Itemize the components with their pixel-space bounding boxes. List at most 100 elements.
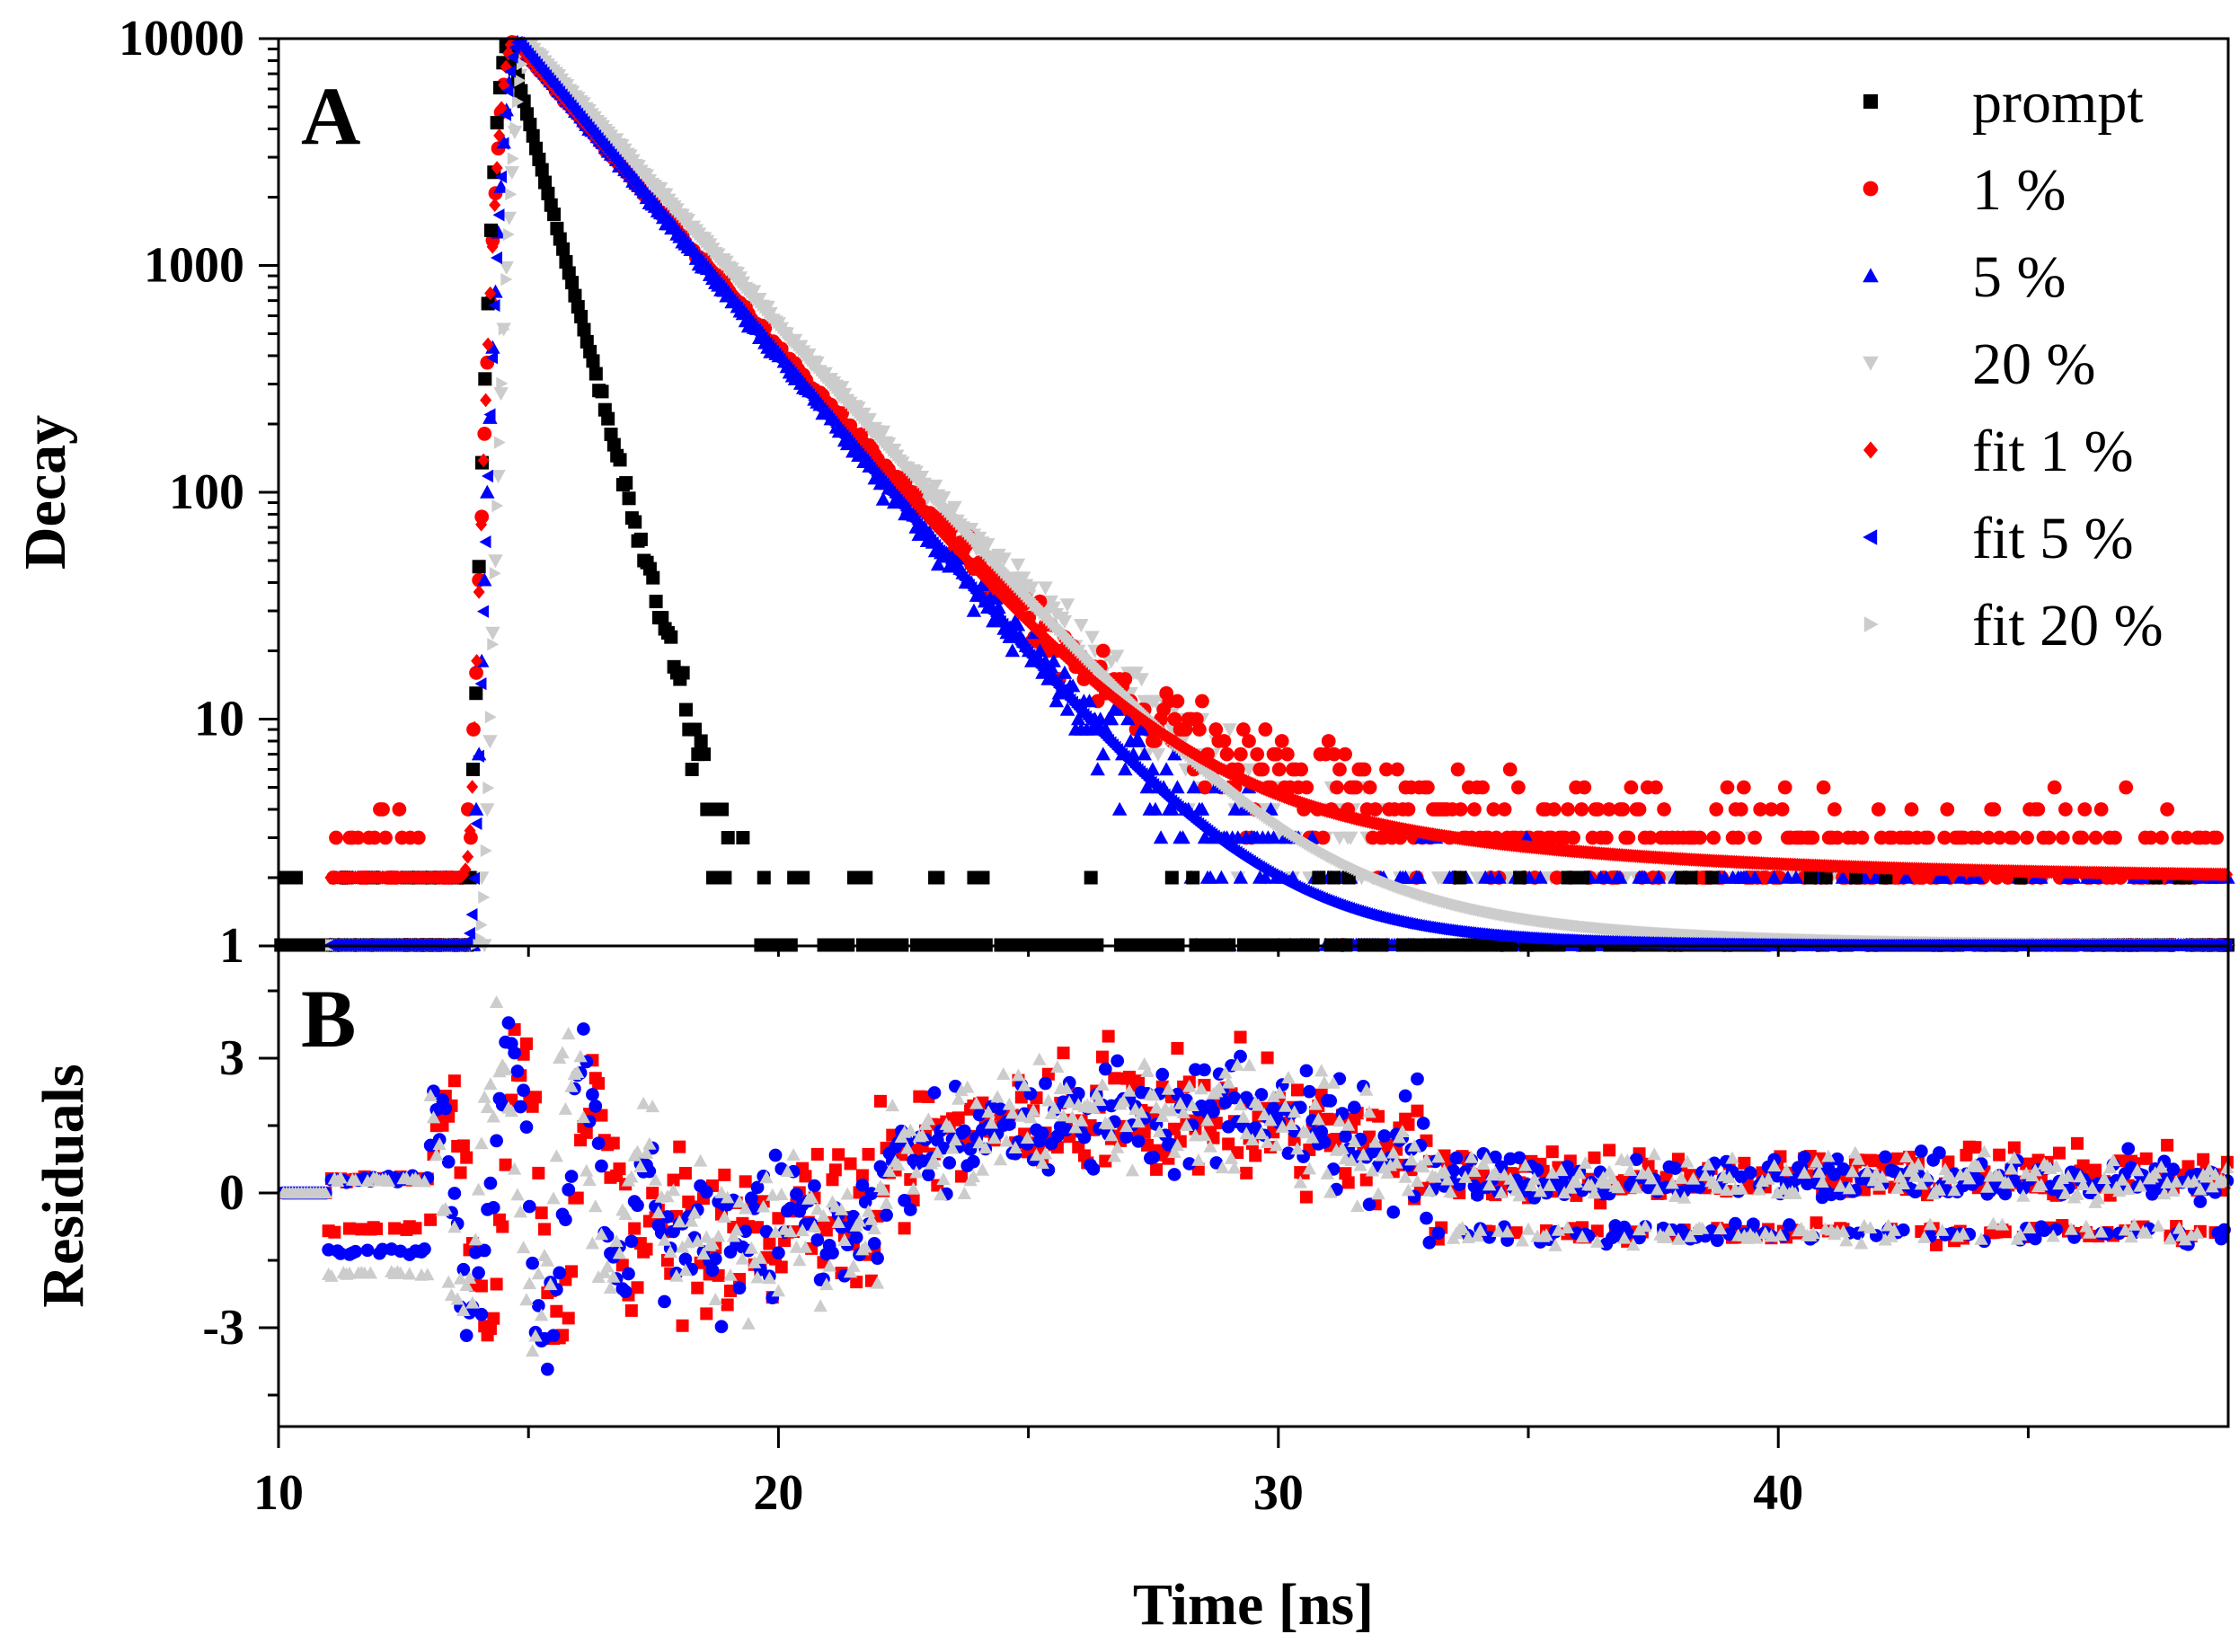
decay-point-2: [930, 557, 946, 571]
decay-point-0: [526, 128, 540, 143]
decay-point-2: [1082, 693, 1097, 708]
decay-point-2: [1147, 801, 1164, 816]
decay-point-0: [718, 870, 732, 885]
decay-point-4: [466, 780, 479, 794]
decay-point-0: [664, 630, 678, 644]
decay-point-0: [547, 208, 562, 222]
decay-point-2: [1137, 746, 1152, 761]
decay-point-6: [475, 918, 488, 932]
decay-point-0: [633, 532, 648, 546]
decay-point-2: [1118, 762, 1133, 776]
decay-point-1: [2209, 830, 2225, 845]
decay-point-1: [1733, 802, 1748, 817]
decay-point-1: [1349, 780, 1364, 795]
decay-point-1: [1830, 830, 1845, 845]
decay-point-4: [482, 337, 494, 352]
decay-point-3: [1023, 581, 1040, 596]
decay-point-6: [496, 376, 509, 390]
decay-point-0: [757, 870, 771, 885]
decay-point-1: [1805, 830, 1820, 845]
decay-point-1: [1854, 830, 1870, 845]
decay-point-1: [477, 427, 492, 441]
decay-point-1: [1642, 830, 1658, 845]
decay-point-2: [1046, 653, 1061, 667]
decay-point-6: [509, 121, 522, 135]
decay-point-0: [574, 309, 589, 323]
decay-point-1: [1649, 780, 1663, 795]
decay-point-0: [606, 437, 621, 452]
decay-point-6: [484, 711, 497, 724]
decay-point-1: [1632, 802, 1647, 817]
decay-point-2: [1214, 870, 1229, 884]
decay-point-0: [676, 666, 690, 680]
decay-point-1: [1258, 722, 1273, 737]
decay-point-1: [1235, 722, 1251, 737]
decay-point-1: [2088, 830, 2103, 845]
decay-point-2: [476, 572, 492, 587]
decay-point-2: [1747, 870, 1763, 884]
decay-point-0: [517, 94, 531, 109]
decay-point-3: [1222, 723, 1237, 738]
decay-point-2: [986, 614, 1001, 628]
decay-point-2: [1258, 870, 1273, 884]
decay-point-1: [1279, 746, 1295, 762]
decay-point-4: [495, 101, 508, 115]
decay-point-1: [1709, 802, 1724, 817]
decay-point-6: [505, 188, 518, 201]
decay-point-1: [2020, 830, 2034, 845]
decay-point-4: [471, 654, 483, 668]
decay-point-4: [468, 720, 481, 736]
decay-point-1: [1546, 802, 1562, 817]
decay-point-1: [1871, 802, 1886, 817]
decay-point-4: [493, 128, 506, 143]
decay-point-1: [1904, 802, 1919, 817]
decay-point-0: [556, 242, 571, 256]
decay-point-1: [1274, 734, 1289, 748]
decay-point-2: [1111, 801, 1128, 816]
decay-point-0: [478, 372, 492, 386]
decay-point-0: [535, 163, 549, 177]
decay-point-2: [1208, 780, 1224, 794]
decay-point-0: [694, 734, 708, 748]
decay-point-2: [1194, 801, 1210, 816]
decay-point-1: [1326, 746, 1341, 762]
decay-point-3: [996, 552, 1012, 567]
decay-point-1: [1315, 830, 1331, 845]
decay-point-1: [1987, 802, 2002, 817]
decay-point-1: [1198, 780, 1212, 795]
decay-point-2: [1175, 830, 1190, 844]
decay-point-3: [1150, 747, 1166, 762]
decay-point-1: [1294, 762, 1309, 777]
decay-point-1: [2055, 830, 2070, 845]
decay-point-2: [1131, 733, 1146, 747]
decay-point-1: [1242, 734, 1256, 748]
decay-point-2: [1167, 746, 1182, 761]
decay-point-6: [498, 322, 510, 336]
decay-point-1: [2047, 780, 2062, 795]
decay-point-3: [1074, 618, 1089, 632]
decay-point-2: [1266, 830, 1281, 844]
decay-point-0: [565, 276, 580, 290]
decay-point-2: [1057, 665, 1073, 679]
decay-point-2: [1109, 702, 1125, 716]
decay-point-0: [721, 831, 735, 845]
decay-point-3: [480, 803, 495, 817]
decay-point-2: [1059, 702, 1075, 716]
decay-point-1: [1692, 830, 1707, 845]
decay-point-0: [538, 175, 553, 190]
decay-point-1: [1730, 830, 1746, 845]
decay-point-6: [514, 74, 527, 87]
decay-point-0: [1186, 870, 1200, 885]
decay-point-0: [655, 611, 669, 625]
decay-point-0: [490, 116, 504, 130]
decay-point-2: [1090, 762, 1105, 776]
decay-point-0: [472, 560, 486, 574]
decay-point-0: [1453, 870, 1467, 885]
decay-point-0: [1848, 870, 1863, 885]
decay-point-0: [1084, 870, 1098, 885]
decay-point-0: [1312, 870, 1326, 885]
decay-point-1: [1338, 746, 1352, 762]
decay-point-3: [980, 538, 996, 552]
decay-point-1: [1332, 762, 1347, 777]
